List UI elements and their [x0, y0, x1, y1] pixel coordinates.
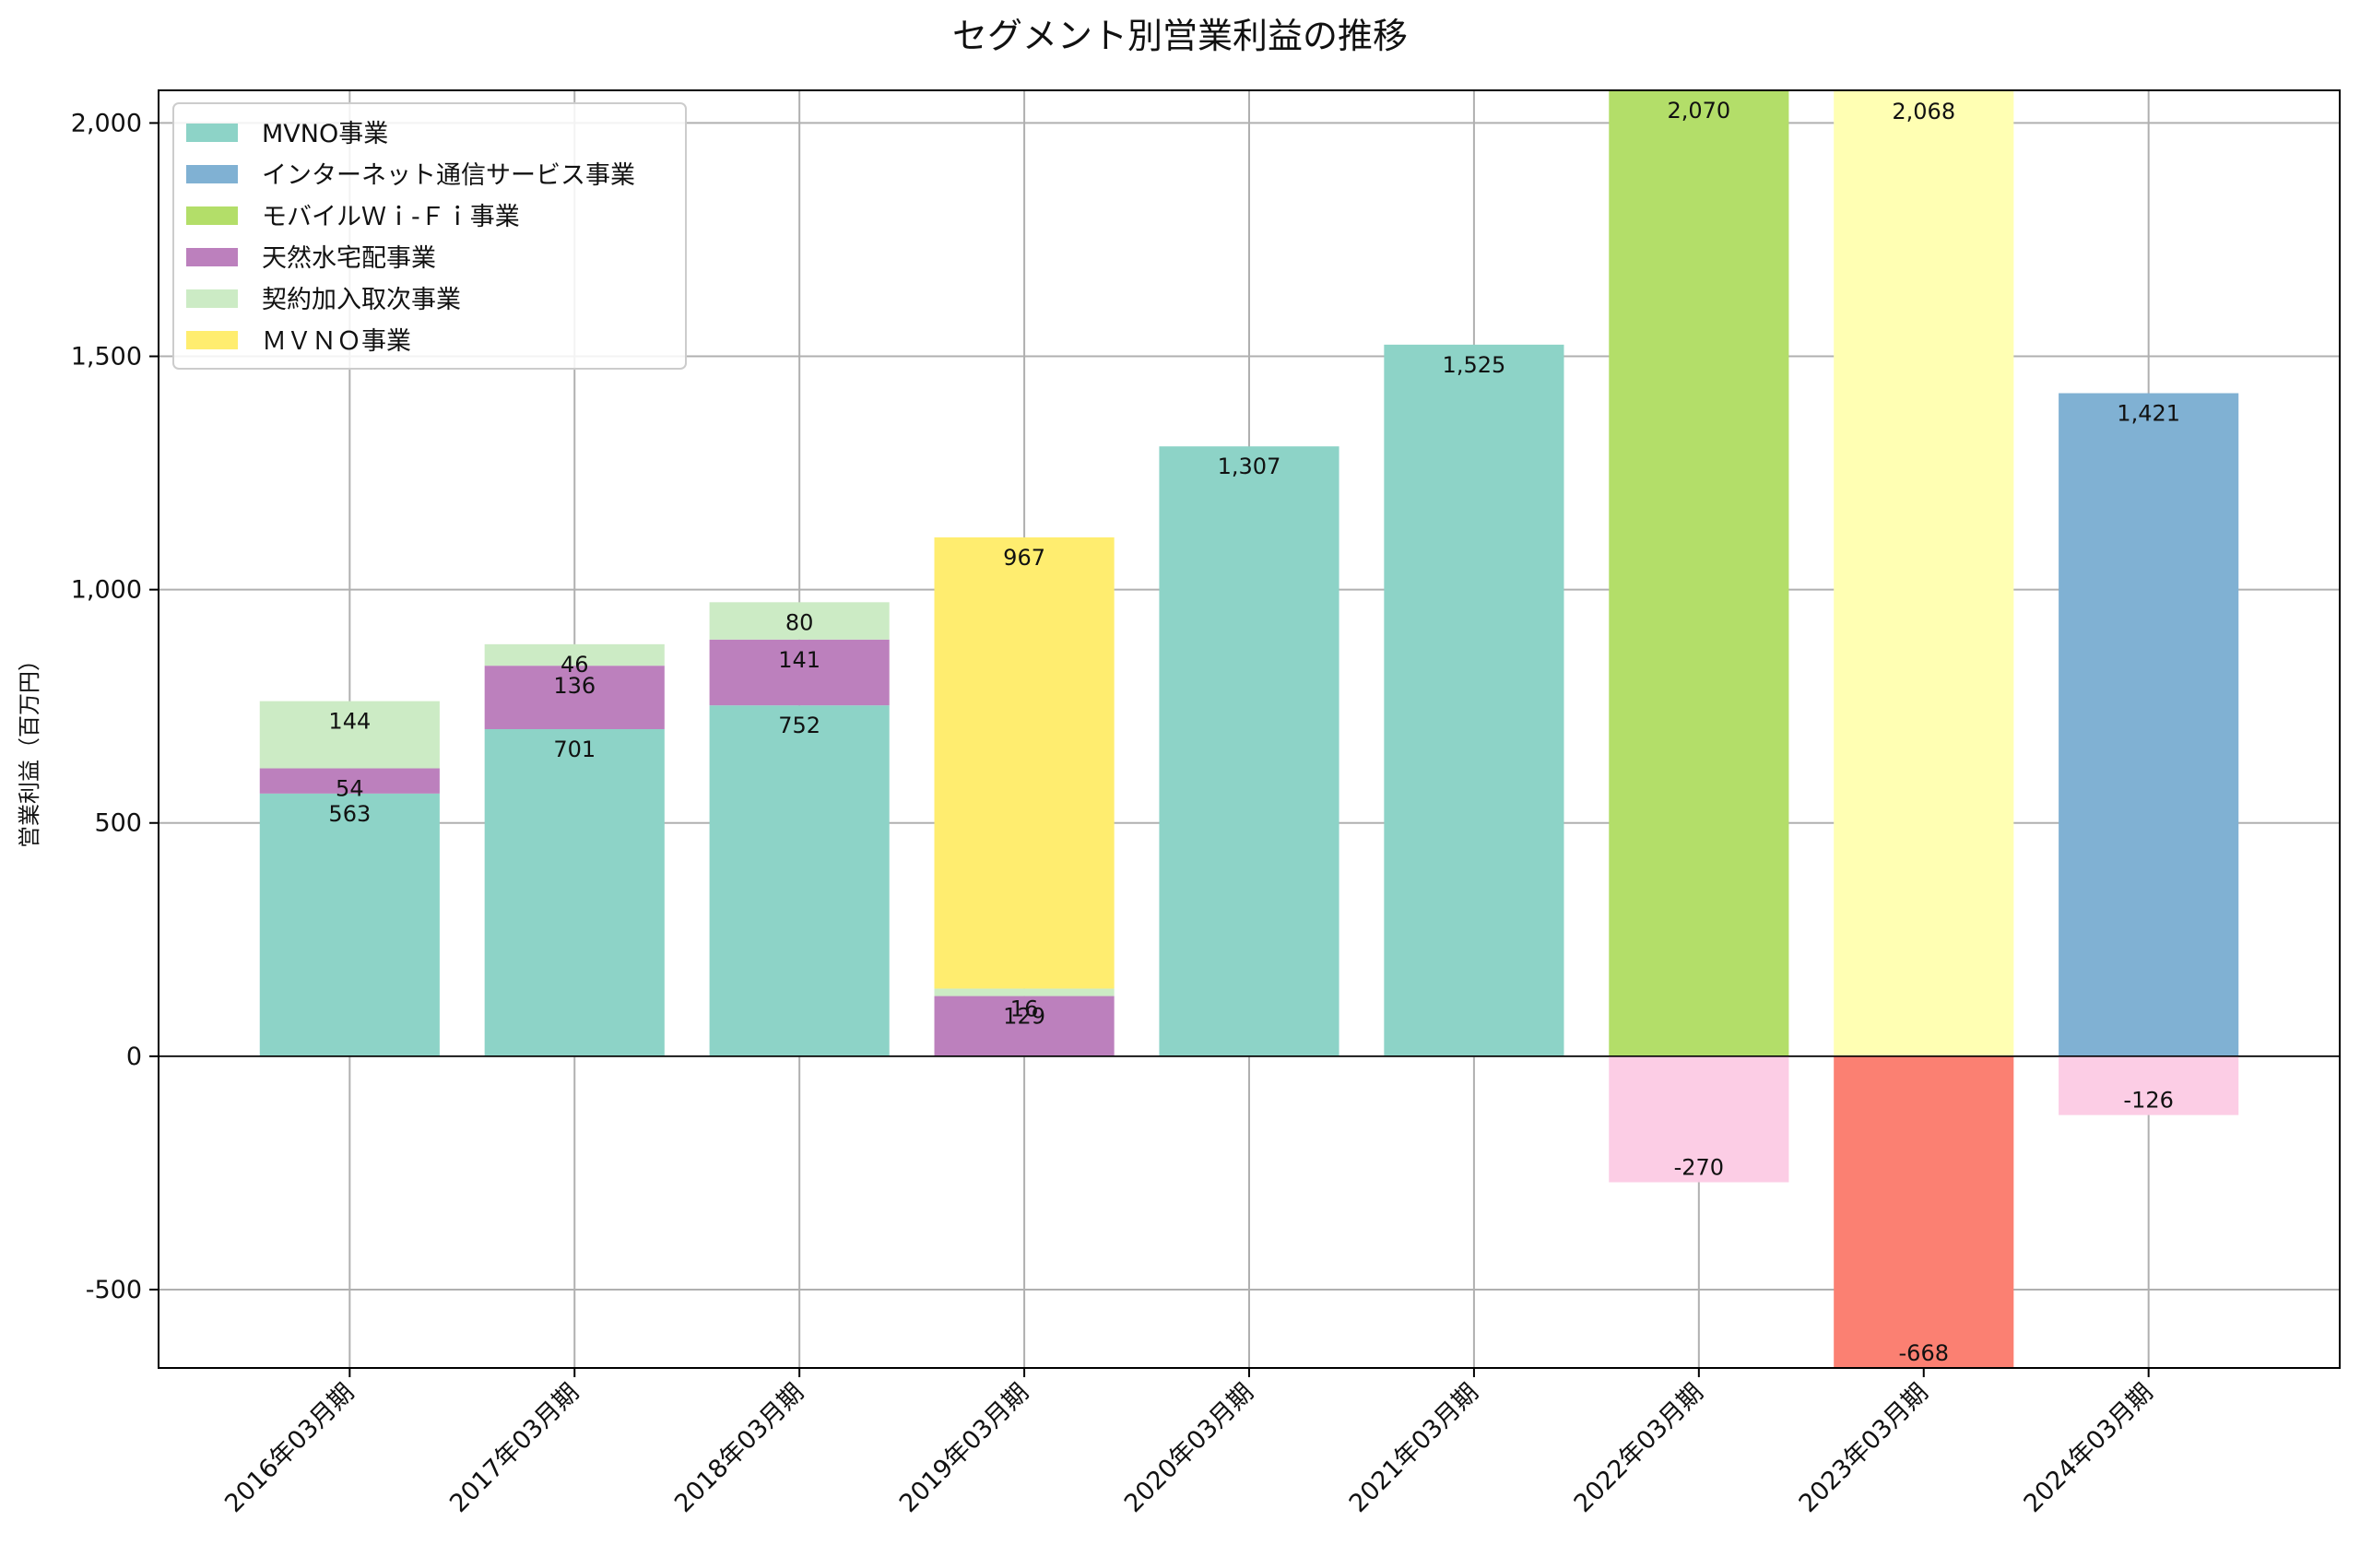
bar-value-label: 701 — [553, 737, 596, 762]
bar-value-label: -270 — [1674, 1155, 1724, 1181]
bar-value-label: 80 — [785, 609, 814, 635]
y-axis-label: 営業利益（百万円） — [17, 649, 42, 848]
bar — [934, 988, 1115, 996]
bar — [709, 639, 890, 706]
bar-value-label: 129 — [1003, 1004, 1045, 1030]
bars — [259, 90, 2239, 1368]
x-tick-label: 2019年03月期 — [894, 1378, 1034, 1518]
bar — [259, 768, 440, 794]
chart-title: セグメント別営業利益の推移 — [952, 16, 1408, 56]
bar-value-label: 752 — [778, 713, 820, 738]
legend-swatch — [186, 331, 238, 349]
bar — [259, 701, 440, 769]
y-tick-label: -500 — [86, 1276, 142, 1304]
bar — [1384, 344, 1564, 1056]
x-tick-label: 2017年03月期 — [444, 1378, 584, 1518]
bar-value-label: 2,068 — [1892, 99, 1955, 124]
bar-value-label: -668 — [1899, 1340, 1949, 1366]
bar — [709, 705, 890, 1056]
bar — [934, 996, 1115, 1056]
bar — [2059, 1055, 2239, 1115]
legend-label: 天然水宅配事業 — [262, 244, 436, 273]
x-tick-label: 2022年03月期 — [1569, 1378, 1709, 1518]
bar-value-label: 1,307 — [1218, 454, 1281, 479]
legend-label: ＭＶＮＯ事業 — [262, 327, 411, 356]
y-tick-label: 1,000 — [71, 576, 142, 605]
bar — [484, 643, 665, 666]
legend-swatch — [186, 206, 238, 225]
x-tick-label: 2024年03月期 — [2019, 1378, 2159, 1518]
bar — [1609, 1055, 1789, 1183]
bar — [709, 602, 890, 640]
x-tick-label: 2018年03月期 — [669, 1378, 809, 1518]
data-labels: 563 701 752 1,307 1,525 1,421 2,070 54 136 141 129… — [328, 98, 2180, 1366]
legend-swatch — [186, 289, 238, 308]
legend-swatch — [186, 124, 238, 142]
bar — [1609, 90, 1789, 1056]
bar-value-label: 1,421 — [2117, 401, 2180, 427]
bar — [1159, 446, 1339, 1056]
bar — [259, 793, 440, 1056]
bar — [484, 729, 665, 1056]
bar — [1834, 91, 2014, 1056]
bar-value-label: 16 — [1010, 996, 1039, 1021]
bar-value-label: 563 — [328, 801, 371, 827]
bar-value-label: 136 — [553, 673, 596, 699]
legend-label: インターネット通信サービス事業 — [262, 161, 635, 190]
bar — [2059, 393, 2239, 1056]
x-tick-label: 2016年03月期 — [219, 1378, 360, 1518]
legend-box — [172, 102, 687, 370]
x-tick-label: 2023年03月期 — [1794, 1378, 1934, 1518]
x-tick-label: 2020年03月期 — [1119, 1378, 1259, 1518]
legend-swatch — [186, 248, 238, 266]
bar-value-label: 141 — [778, 647, 820, 673]
plot-frame — [158, 89, 2341, 1369]
bar — [934, 536, 1115, 989]
y-tick-label: 0 — [126, 1043, 142, 1071]
legend-label: MVNO事業 — [262, 120, 388, 148]
bar-value-label: 46 — [560, 652, 589, 678]
y-tick-label: 1,500 — [71, 343, 142, 371]
legend: MVNO事業インターネット通信サービス事業モバイルＷｉ-Ｆｉ事業天然水宅配事業契… — [172, 102, 687, 370]
bar — [484, 666, 665, 729]
bar-value-label: -126 — [2123, 1088, 2173, 1114]
bar-value-label: 144 — [328, 709, 371, 735]
bar — [1834, 1055, 2014, 1368]
y-tick-label: 500 — [94, 809, 142, 838]
y-tick-label: 2,000 — [71, 109, 142, 137]
bar-value-label: 967 — [1003, 545, 1045, 571]
x-tick-label: 2021年03月期 — [1344, 1378, 1484, 1518]
legend-swatch — [186, 165, 238, 183]
legend-label: モバイルＷｉ-Ｆｉ事業 — [262, 203, 520, 231]
bar-value-label: 1,525 — [1443, 352, 1506, 378]
legend-label: 契約加入取次事業 — [262, 286, 461, 314]
bar-value-label: 2,070 — [1667, 98, 1730, 124]
bar-value-label: 54 — [336, 776, 364, 802]
